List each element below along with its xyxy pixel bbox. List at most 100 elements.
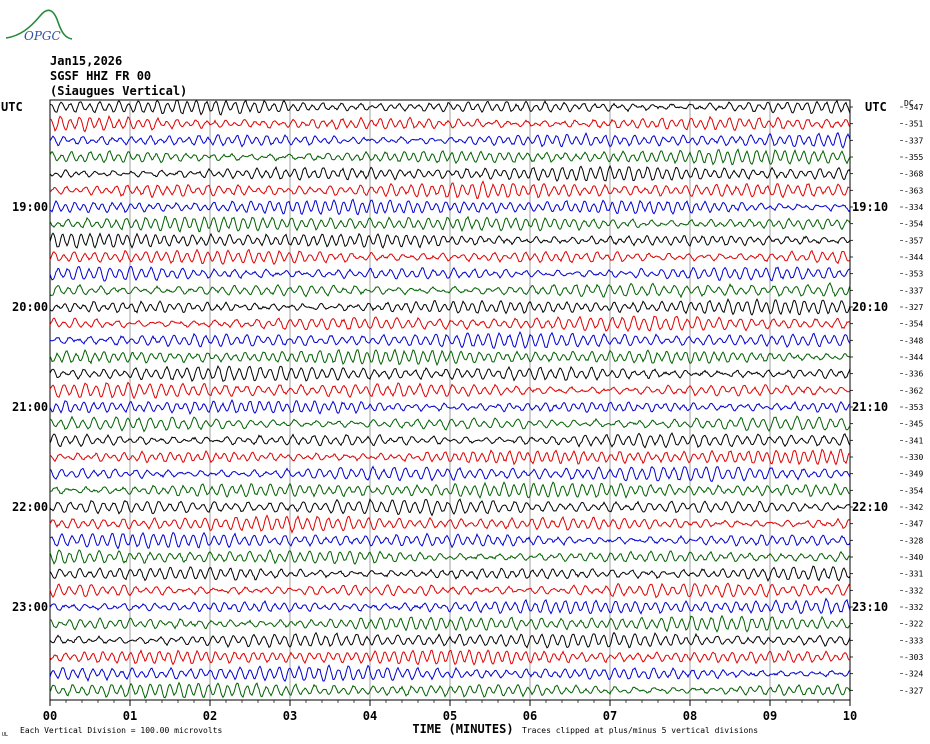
trace-row-4 [49,164,851,182]
trace-row-33 [49,649,851,666]
corner-mark: UL [2,732,8,738]
right-hour-label: 23:10 [852,600,888,614]
dc-offset-label: -333 [904,636,923,645]
x-tick-label: 04 [363,709,377,723]
x-axis-title: TIME (MINUTES) [412,722,513,736]
trace-row-27 [49,549,851,565]
x-tick-label: 05 [443,709,457,723]
dc-offset-label: -330 [904,453,923,462]
x-tick-label: 06 [523,709,537,723]
logo-text: OPGC [24,29,61,43]
right-hour-label: 19:10 [852,200,888,214]
trace-row-2 [49,131,851,149]
dc-offset-label: -368 [904,170,923,179]
dc-offset-label: -353 [904,270,923,279]
trace-row-16 [49,365,851,383]
x-tick-label: 07 [603,709,617,723]
dc-offset-label: -334 [904,203,923,212]
dc-offset-label: -336 [904,370,923,379]
dc-offset-label: -353 [904,403,923,412]
dc-offset-label: -327 [904,686,923,695]
right-hour-label: 21:10 [852,400,888,414]
trace-row-29 [49,582,851,599]
trace-row-7 [49,215,851,233]
trace-row-26 [49,531,851,550]
trace-row-24 [49,498,851,517]
dc-offset-label: -357 [904,236,923,245]
dc-offset-label: -342 [904,503,923,512]
left-hour-label: 21:00 [12,400,48,414]
trace-row-17 [49,381,851,400]
dc-offset-label: -363 [904,186,923,195]
left-hour-label: 23:00 [12,600,48,614]
trace-row-9 [49,248,851,266]
dc-offset-label: -332 [904,603,923,612]
date-label: Jan15,2026 [50,54,123,68]
dc-offset-label: -344 [904,253,923,262]
right-hour-label: 22:10 [852,500,888,514]
dc-offset-label: -344 [904,353,923,362]
trace-row-13 [49,315,851,333]
opgc-logo: OPGC [5,9,73,43]
dc-offset-label: -340 [904,553,923,562]
x-tick-label: 02 [203,709,217,723]
dc-offset-label: -332 [904,586,923,595]
trace-row-31 [49,614,851,633]
right-utc-label: UTC [865,100,887,114]
trace-row-6 [49,198,851,216]
dc-label: DC [904,99,914,108]
left-hour-label: 20:00 [12,300,48,314]
x-tick-label: 01 [123,709,137,723]
trace-row-15 [49,348,851,367]
dc-offset-label: -331 [904,570,923,579]
trace-row-14 [49,330,851,349]
trace-row-11 [49,282,851,299]
dc-offset-label: -354 [904,220,923,229]
trace-row-5 [49,180,850,200]
dc-offset-label: -351 [904,120,923,129]
dc-offset-label: -349 [904,470,923,479]
station-label: SGSF HHZ FR 00 [50,69,152,83]
trace-row-30 [49,597,851,616]
left-hour-label: 19:00 [12,200,48,214]
dc-offset-label: -303 [904,653,923,662]
trace-row-23 [50,481,851,499]
dc-offset-label: -322 [904,620,923,629]
trace-row-25 [49,514,851,534]
x-tick-label: 00 [43,709,57,723]
x-tick-label: 09 [763,709,777,723]
location-label: (Siaugues Vertical) [50,84,188,98]
dc-offset-label: -327 [904,303,923,312]
dc-offset-label: -347 [904,103,923,112]
dc-offset-label: -328 [904,536,923,545]
trace-row-20 [49,432,851,449]
left-utc-label: UTC [1,100,23,114]
right-hour-label: 20:10 [852,300,888,314]
dc-offset-label: -324 [904,670,923,679]
left-hour-label: 22:00 [12,500,48,514]
trace-row-3 [49,148,851,166]
x-tick-label: 03 [283,709,297,723]
dc-offset-label: -348 [904,336,923,345]
trace-row-12 [49,298,851,316]
trace-row-32 [49,631,851,649]
dc-offset-label: -354 [904,486,923,495]
trace-row-18 [49,398,851,415]
trace-row-22 [49,465,851,482]
dc-offset-label: -337 [904,136,923,145]
trace-row-8 [49,232,851,249]
x-tick-label: 10 [843,709,857,723]
trace-row-19 [49,415,851,433]
trace-row-35 [49,681,851,699]
trace-row-1 [49,115,851,133]
dc-offset-label: -337 [904,286,923,295]
dc-offset-label: -341 [904,436,923,445]
dc-offset-label: -355 [904,153,923,162]
trace-row-21 [49,448,851,466]
trace-row-0 [49,99,851,116]
dc-offset-label: -362 [904,386,923,395]
trace-row-10 [49,265,851,282]
trace-row-28 [49,565,851,582]
x-tick-label: 08 [683,709,697,723]
